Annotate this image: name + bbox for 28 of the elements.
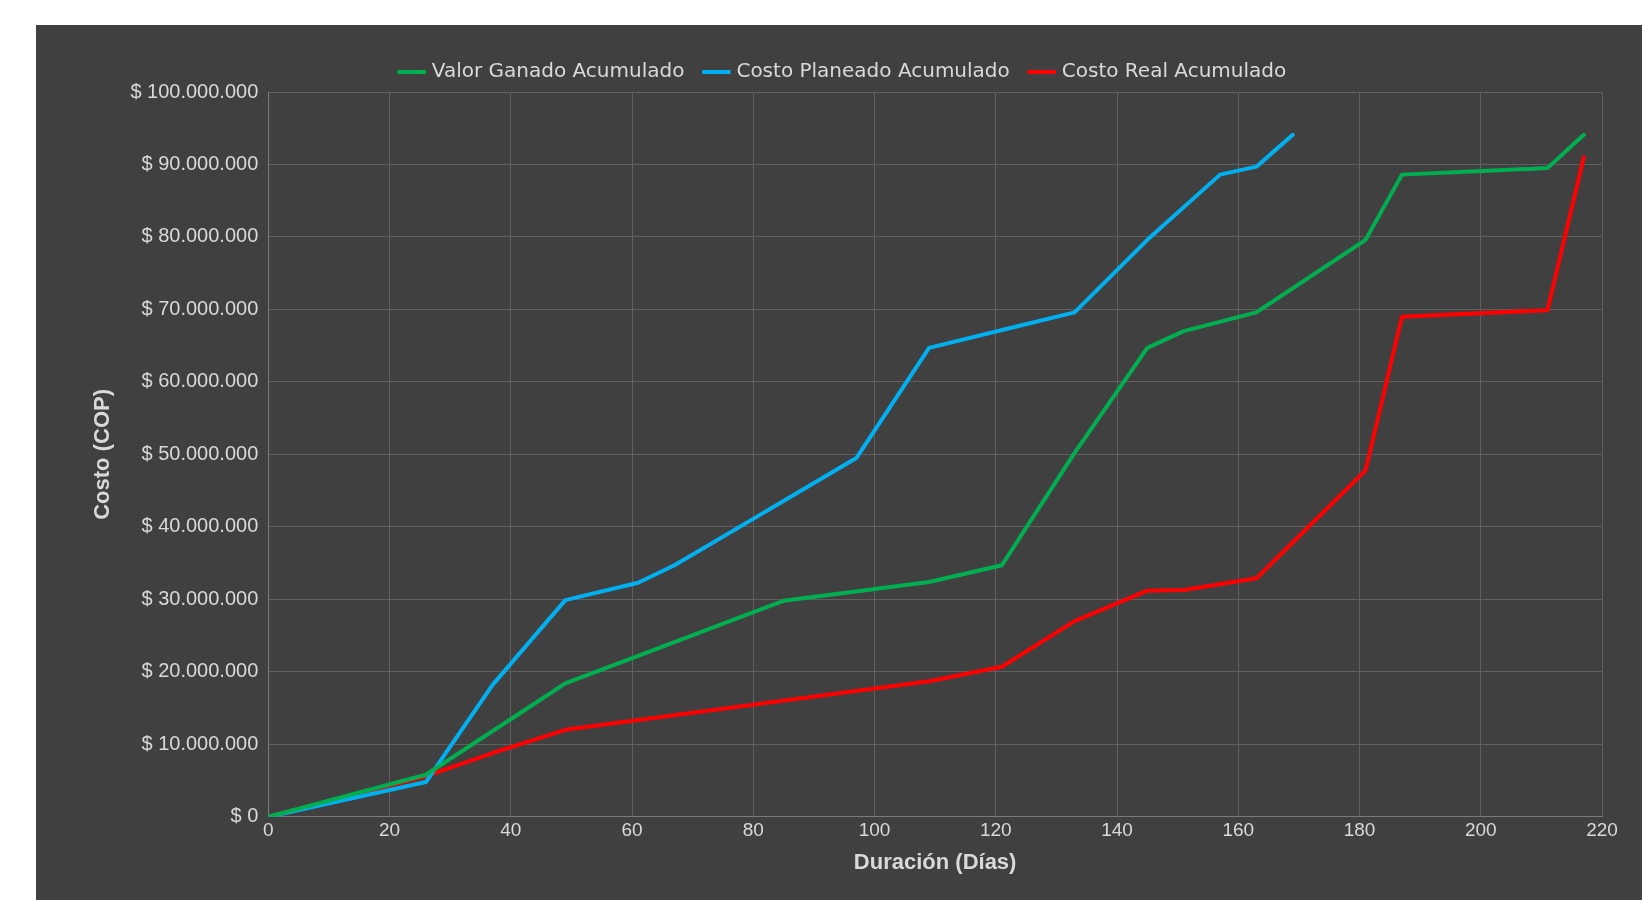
y-tick-label: $ 30.000.000 (141, 586, 259, 609)
x-tick-label: 100 (858, 819, 891, 841)
x-tick-label: 60 (621, 819, 643, 841)
x-tick-label: 20 (378, 819, 401, 841)
y-tick-label: $ 0 (230, 804, 259, 827)
y-tick-label: $ 80.000.000 (141, 224, 259, 247)
legend-label: Costo Planeado Acumulado (736, 58, 1010, 83)
x-tick-label: 200 (1464, 819, 1497, 841)
x-axis-title: Duración (Días) (853, 848, 1017, 874)
y-tick-label: $ 50.000.000 (141, 441, 259, 464)
x-tick-label: 160 (1222, 819, 1255, 841)
y-tick-label: $ 60.000.000 (141, 369, 259, 392)
x-tick-label: 80 (742, 819, 764, 841)
y-tick-label: $ 10.000.000 (141, 731, 259, 754)
y-tick-label: $ 100.000.000 (130, 79, 259, 102)
x-tick-label: 140 (1101, 819, 1133, 841)
y-tick-label: $ 40.000.000 (141, 514, 259, 537)
y-axis-title: Costo (COP) (89, 389, 115, 520)
x-tick-label: 40 (500, 819, 522, 841)
legend-label: Valor Ganado Acumulado (431, 58, 685, 83)
y-tick-label: $ 70.000.000 (141, 296, 259, 319)
y-tick-label: $ 90.000.000 (141, 152, 259, 174)
x-tick-label: 220 (1586, 819, 1618, 841)
x-tick-label: 120 (979, 819, 1012, 841)
legend-label: Costo Real Acumulado (1061, 58, 1287, 83)
y-tick-label: $ 20.000.000 (141, 659, 259, 682)
x-tick-label: 0 (263, 819, 274, 841)
x-tick-label: 180 (1343, 819, 1376, 841)
